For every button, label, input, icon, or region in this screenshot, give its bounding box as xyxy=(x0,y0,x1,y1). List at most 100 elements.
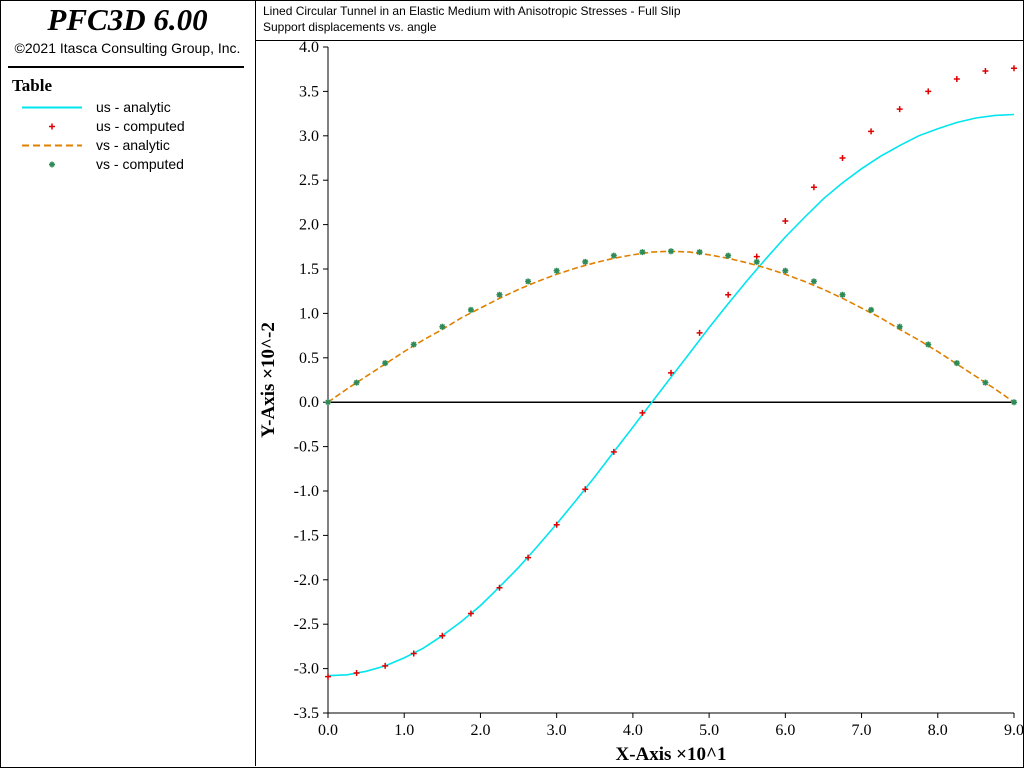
data-point xyxy=(353,670,360,677)
data-point xyxy=(868,306,875,313)
x-tick-label: 5.0 xyxy=(699,722,719,739)
y-tick-label: 0.0 xyxy=(299,394,319,411)
y-tick-label: -2.0 xyxy=(294,572,319,589)
data-point xyxy=(467,306,474,313)
y-tick-label: 2.0 xyxy=(299,217,319,234)
legend-item-vs-computed: vs - computed xyxy=(0,155,255,174)
data-point xyxy=(553,521,560,528)
data-point xyxy=(896,106,903,113)
y-tick-label: 1.0 xyxy=(299,305,319,322)
data-point xyxy=(839,155,846,161)
data-point xyxy=(639,409,646,416)
data-point xyxy=(610,448,617,455)
series-line xyxy=(327,113,1015,677)
data-point xyxy=(525,278,532,285)
data-point xyxy=(582,258,589,265)
data-point xyxy=(782,267,789,274)
data-point xyxy=(725,252,732,259)
app-title: PFC3D 6.00 xyxy=(47,2,208,37)
data-point xyxy=(325,673,331,680)
data-point xyxy=(1011,399,1017,406)
y-tick-label: 0.5 xyxy=(299,350,319,367)
data-point xyxy=(868,128,875,135)
x-tick-label: 7.0 xyxy=(852,722,872,739)
star-marker-icon xyxy=(49,161,55,168)
data-point xyxy=(982,67,989,74)
legend-label: us - computed xyxy=(96,118,185,134)
data-point xyxy=(725,291,732,298)
data-point xyxy=(410,341,417,348)
data-point xyxy=(982,379,989,386)
x-tick-label: 8.0 xyxy=(928,722,948,739)
data-point xyxy=(553,267,560,274)
y-tick-label: -2.5 xyxy=(294,616,319,633)
data-point xyxy=(753,253,760,260)
y-tick-label: -1.5 xyxy=(294,527,319,544)
y-tick-label: 3.0 xyxy=(299,128,319,145)
y-axis-label: Y-Axis ×10^-2 xyxy=(258,322,279,438)
x-tick-label: 4.0 xyxy=(623,722,643,739)
series-plus-marker xyxy=(325,65,1017,680)
legend-item-us-analytic: us - analytic xyxy=(0,98,255,117)
y-tick-label: -3.0 xyxy=(294,661,319,678)
data-point xyxy=(325,399,331,406)
data-point xyxy=(696,329,703,336)
data-point xyxy=(896,323,903,330)
y-tick-label: 2.5 xyxy=(299,172,319,189)
data-point xyxy=(810,184,817,191)
data-point xyxy=(639,249,646,256)
legend-item-us-computed: us - computed xyxy=(0,117,255,136)
plot-subtitle: Support displacements vs. angle xyxy=(263,20,437,34)
line-swatch-icon xyxy=(22,106,82,109)
series-dashed-line xyxy=(327,250,1015,403)
data-point xyxy=(382,360,389,367)
y-tick-label: 1.5 xyxy=(299,261,319,278)
plus-marker-icon xyxy=(49,123,55,130)
plot-title: Lined Circular Tunnel in an Elastic Medi… xyxy=(263,4,681,18)
series-solid-line xyxy=(327,113,1015,677)
x-tick-label: 2.0 xyxy=(470,722,490,739)
legend-heading: Table xyxy=(12,76,53,95)
data-point xyxy=(925,88,932,95)
x-tick-label: 1.0 xyxy=(394,722,414,739)
copyright-text: ©2021 Itasca Consulting Group, Inc. xyxy=(14,40,241,56)
legend-item-vs-analytic: vs - analytic xyxy=(0,136,255,155)
y-tick-label: 4.0 xyxy=(299,41,319,56)
data-point xyxy=(496,291,503,298)
legend-label: vs - analytic xyxy=(96,137,170,153)
data-point xyxy=(753,258,760,265)
y-tick-label: -1.0 xyxy=(294,483,319,500)
legend-label: vs - computed xyxy=(96,156,184,172)
data-point xyxy=(953,75,960,82)
data-point xyxy=(696,249,703,256)
data-point xyxy=(668,369,674,376)
data-point xyxy=(782,218,789,225)
chart: 4.0 3.5 3.0 2.5 2.0 1.5 1.0 0.5 0.0 -0.5 -1.0 -1.5 -… xyxy=(258,41,1023,765)
divider xyxy=(8,66,244,68)
data-point xyxy=(496,584,503,591)
legend-label: us - analytic xyxy=(96,99,171,115)
data-point xyxy=(525,554,532,561)
y-tick-label: 3.5 xyxy=(299,83,319,100)
dashed-line-swatch-icon xyxy=(22,144,82,147)
data-point xyxy=(953,360,960,367)
data-point xyxy=(668,248,674,255)
x-axis-label: X-Axis ×10^1 xyxy=(615,744,726,765)
x-tick-label: 6.0 xyxy=(775,722,795,739)
x-tick-label: 9.0 xyxy=(1004,722,1023,739)
data-point xyxy=(410,650,417,657)
data-point xyxy=(810,278,817,285)
data-point xyxy=(353,379,360,386)
data-point xyxy=(467,610,474,617)
data-point xyxy=(582,486,589,493)
data-point xyxy=(439,323,446,330)
x-tick-label: 3.0 xyxy=(547,722,567,739)
y-tick-label: -3.5 xyxy=(294,705,319,722)
data-point xyxy=(925,341,932,348)
legend-panel: PFC3D 6.00 ©2021 Itasca Consulting Group… xyxy=(0,0,256,766)
y-tick-label: -0.5 xyxy=(294,439,319,456)
data-point xyxy=(439,632,446,639)
data-point xyxy=(610,252,617,259)
x-tick-label: 0.0 xyxy=(318,722,338,739)
plot-header: Lined Circular Tunnel in an Elastic Medi… xyxy=(256,0,1023,41)
